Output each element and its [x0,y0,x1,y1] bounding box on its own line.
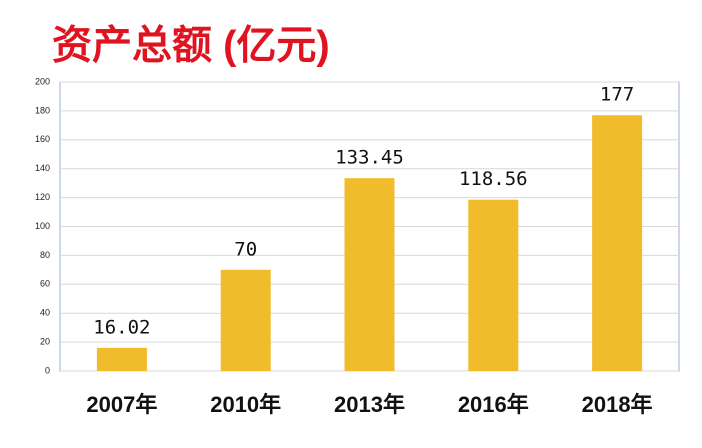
y-tick-label: 80 [40,250,50,260]
x-tick-label: 2010年 [210,392,281,417]
bar [96,347,147,371]
value-label: 70 [234,238,257,260]
y-tick-label: 100 [35,221,50,231]
y-tick-label: 180 [35,105,50,115]
bar [344,178,395,371]
bar [468,199,519,371]
y-tick-label: 140 [35,163,50,173]
value-label: 16.02 [93,316,150,338]
x-tick-label: 2016年 [458,392,529,417]
y-tick-label: 20 [40,336,50,346]
y-tick-label: 120 [35,192,50,202]
bar [592,115,643,371]
y-tick-label: 200 [35,76,50,86]
y-tick-label: 40 [40,308,50,318]
bar [220,269,271,371]
x-tick-label: 2018年 [582,392,653,417]
y-tick-label: 160 [35,134,50,144]
value-label: 118.56 [459,168,528,190]
x-tick-label: 2013年 [334,392,405,417]
chart-title: 资产总额 (亿元) [52,24,330,68]
x-tick-label: 2007年 [86,392,157,417]
y-tick-label: 60 [40,279,50,289]
y-tick-label: 0 [45,365,50,375]
value-label: 177 [600,84,634,106]
value-label: 133.45 [335,147,404,169]
